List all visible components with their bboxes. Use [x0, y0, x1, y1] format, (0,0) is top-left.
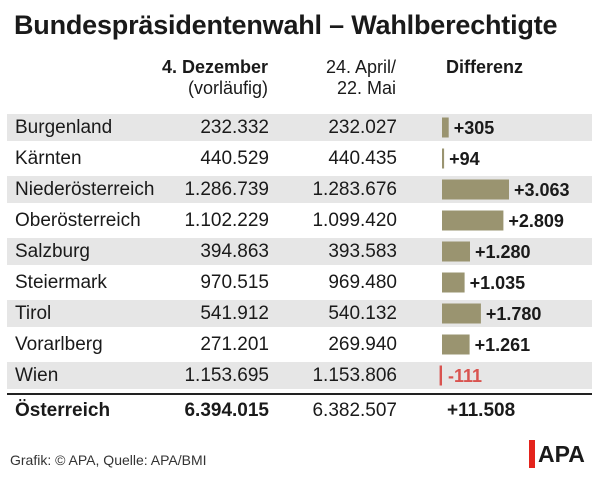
- total-april-may-value: 6.382.507: [312, 400, 397, 421]
- december-value: 440.529: [200, 148, 269, 169]
- table-row-burgenland: Burgenland 232.332 232.027: [7, 114, 592, 141]
- bar-label-steiermark: +1.035: [470, 273, 526, 293]
- header-december-note: (vorläufig): [187, 78, 268, 98]
- bar-label-wien: -111: [448, 366, 482, 386]
- table-row-wien: Wien 1.153.695 1.153.806: [7, 362, 592, 389]
- header-may-date: 22. Mai: [336, 78, 396, 98]
- header-april-date: 24. April/: [325, 57, 396, 77]
- april-may-value: 1.153.806: [312, 365, 397, 386]
- bar-label-salzburg: +1.280: [475, 242, 531, 262]
- april-may-value: 393.583: [328, 241, 397, 262]
- december-value: 541.912: [200, 303, 269, 324]
- april-may-value: 1.283.676: [312, 179, 397, 200]
- total-name: Österreich: [15, 400, 111, 421]
- header-april-may: 24. April/ 22. Mai: [280, 57, 396, 99]
- bar-kaernten: [442, 148, 445, 169]
- header-difference: Differenz: [446, 57, 524, 77]
- april-may-value: 440.435: [328, 148, 397, 169]
- chart-title: Bundespräsidentenwahl – Wahlberechtigte: [14, 10, 558, 40]
- table-row-kaernten: Kärnten 440.529 440.435: [7, 145, 592, 172]
- bar-burgenland: [442, 117, 449, 138]
- state-name: Burgenland: [15, 117, 113, 138]
- april-may-value: 269.940: [328, 334, 397, 355]
- state-name: Oberösterreich: [15, 210, 141, 231]
- bar-label-tirol: +1.780: [486, 304, 542, 324]
- header-december-date: 4. Dezember: [161, 57, 268, 77]
- bar-label-kaernten: +94: [449, 149, 480, 169]
- state-name: Steiermark: [15, 272, 107, 293]
- source-note: Grafik: © APA, Quelle: APA/BMI: [10, 452, 207, 468]
- state-name: Salzburg: [15, 241, 90, 262]
- bar-label-vorarlberg: +1.261: [475, 335, 531, 355]
- table-row-total: Österreich 6.394.015 6.382.507 +11.508: [7, 393, 592, 427]
- bar-steiermark: [442, 272, 465, 293]
- bar-label-oberoesterreich: +2.809: [508, 211, 564, 231]
- bar-salzburg: [442, 241, 470, 262]
- total-difference: +11.508: [447, 400, 516, 421]
- december-value: 394.863: [200, 241, 269, 262]
- table-row-oberoesterreich: Oberösterreich 1.102.229 1.099.420: [7, 207, 592, 234]
- bar-niederoesterreich: [442, 179, 509, 200]
- table-row-vorarlberg: Vorarlberg 271.201 269.940: [7, 331, 592, 358]
- header-december: 4. Dezember (vorläufig): [140, 57, 268, 99]
- bar-vorarlberg: [442, 334, 470, 355]
- bar-wien: [439, 365, 442, 386]
- april-may-value: 540.132: [328, 303, 397, 324]
- december-value: 232.332: [200, 117, 269, 138]
- bar-label-niederoesterreich: +3.063: [514, 180, 570, 200]
- april-may-value: 969.480: [328, 272, 397, 293]
- april-may-value: 1.099.420: [312, 210, 397, 231]
- state-name: Wien: [15, 365, 59, 386]
- april-may-value: 232.027: [328, 117, 397, 138]
- december-value: 970.515: [200, 272, 269, 293]
- apa-logo-text: APA: [538, 441, 585, 467]
- bar-tirol: [442, 303, 481, 324]
- december-value: 1.286.739: [184, 179, 269, 200]
- state-name: Kärnten: [15, 148, 82, 169]
- table-row-steiermark: Steiermark 970.515 969.480: [7, 269, 592, 296]
- state-name: Tirol: [15, 303, 52, 324]
- december-value: 1.153.695: [184, 365, 269, 386]
- december-value: 271.201: [200, 334, 269, 355]
- bar-label-burgenland: +305: [454, 118, 495, 138]
- state-name: Niederösterreich: [15, 179, 155, 200]
- apa-logo: APA: [529, 440, 585, 468]
- bar-oberoesterreich: [442, 210, 504, 231]
- total-december-value: 6.394.015: [184, 400, 269, 421]
- december-value: 1.102.229: [184, 210, 269, 231]
- table-row-salzburg: Salzburg 394.863 393.583: [7, 238, 592, 265]
- table-row-tirol: Tirol 541.912 540.132: [7, 300, 592, 327]
- state-name: Vorarlberg: [15, 334, 103, 355]
- apa-logo-mark: [529, 440, 535, 468]
